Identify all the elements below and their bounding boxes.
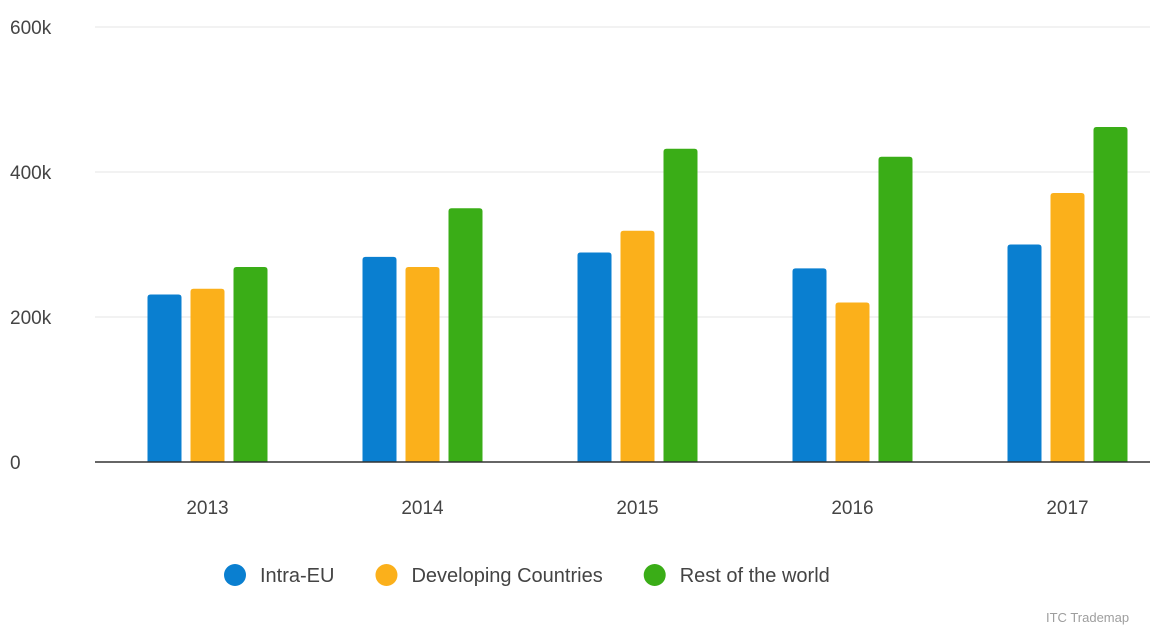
bar-rest-of-the-world-2014 xyxy=(448,208,483,462)
bars xyxy=(147,127,1128,463)
y-tick-label: 600k xyxy=(10,18,52,39)
legend: Intra-EU Developing Countries Rest of the … xyxy=(224,564,830,587)
bar-intra-eu-2015 xyxy=(577,252,612,462)
y-tick-label: 400k xyxy=(10,163,52,184)
bar-developing-countries-2017 xyxy=(1050,193,1085,462)
x-category-label: 2015 xyxy=(616,498,658,519)
bar-developing-countries-2015 xyxy=(620,230,655,462)
x-category-label: 2014 xyxy=(401,498,444,519)
x-category-label: 2017 xyxy=(1046,498,1088,519)
legend-label: Intra-EU xyxy=(260,565,334,587)
legend-item[interactable]: Rest of the world xyxy=(643,564,830,587)
y-tick-label: 0 xyxy=(10,453,21,474)
source-label: ITC Trademap xyxy=(1046,610,1129,625)
x-category-label: 2013 xyxy=(186,498,228,519)
bar-developing-countries-2013 xyxy=(190,288,225,462)
legend-swatch xyxy=(375,564,398,586)
bar-developing-countries-2016 xyxy=(835,302,870,462)
bar-rest-of-the-world-2016 xyxy=(878,156,913,462)
bar-intra-eu-2013 xyxy=(147,294,182,462)
bar-rest-of-the-world-2015 xyxy=(663,148,698,463)
y-axis-ticks: 0 200k 400k 600k xyxy=(10,18,52,474)
legend-item[interactable]: Intra-EU xyxy=(224,564,334,587)
y-tick-label: 200k xyxy=(10,308,52,329)
legend-swatch xyxy=(643,564,666,586)
bar-rest-of-the-world-2013 xyxy=(233,266,268,462)
bar-rest-of-the-world-2017 xyxy=(1093,127,1128,463)
legend-item[interactable]: Developing Countries xyxy=(375,564,603,587)
x-category-label: 2016 xyxy=(831,498,873,519)
bar-intra-eu-2016 xyxy=(792,268,827,462)
bar-intra-eu-2017 xyxy=(1007,244,1042,462)
legend-label: Developing Countries xyxy=(411,565,602,587)
bar-intra-eu-2014 xyxy=(362,256,397,462)
legend-label: Rest of the world xyxy=(680,565,830,587)
bar-developing-countries-2014 xyxy=(405,266,440,462)
legend-swatch xyxy=(224,564,246,586)
x-axis-categories: 2013 2014 2015 2016 2017 xyxy=(186,498,1088,519)
